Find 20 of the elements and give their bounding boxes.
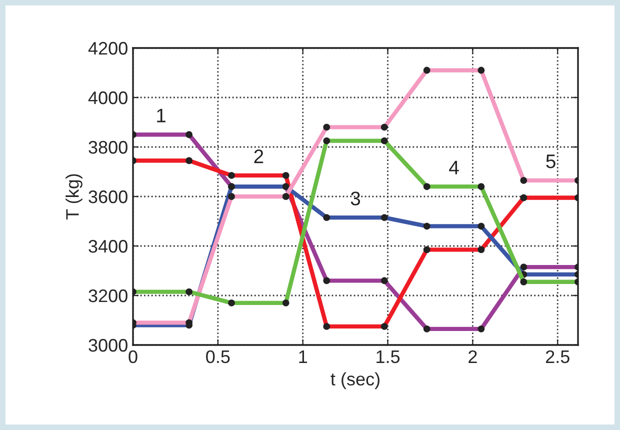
y-tick-label: 3600 [88,190,128,204]
series-label: 5 [546,154,556,168]
x-tick-label: 0 [128,350,138,364]
series-label: 4 [449,160,459,174]
y-tick-label: 3000 [88,338,128,352]
x-tick-label: 1 [299,350,307,363]
series-label: 3 [350,192,360,206]
x-tick-label: 0.5 [206,350,230,364]
y-axis-title: T (kg) [66,174,82,220]
x-axis-title: t (sec) [330,372,380,390]
x-tick-label: 2.5 [546,350,570,364]
y-tick-label: 3800 [88,140,128,154]
y-tick-label: 3400 [88,240,128,253]
y-tick-label: 4000 [88,91,128,104]
y-tick-label: 3200 [88,289,128,302]
y-tick-label: 4200 [88,42,128,55]
series-label: 1 [157,108,166,122]
series-label: 2 [254,150,264,164]
x-tick-label: 2 [468,350,477,363]
x-tick-label: 1.5 [376,350,400,364]
